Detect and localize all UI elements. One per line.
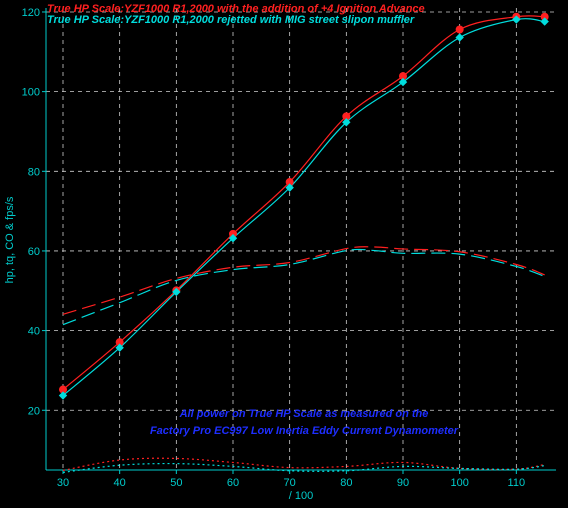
y-tick-label: 20 (28, 405, 40, 417)
data-point (115, 343, 124, 352)
data-point (115, 338, 124, 347)
series-line-CO-cyan (62, 462, 545, 473)
data-point (229, 229, 237, 238)
legend-entry-1: True HP Scale:YZF1000 R1,2000 with the a… (47, 3, 425, 15)
x-tick-label: 90 (397, 477, 409, 489)
x-tick-label: 110 (508, 477, 526, 489)
series-line-hp-cyan (62, 18, 545, 396)
y-axis-title: hp, tq, CO & fps/s (4, 196, 16, 283)
data-point (58, 391, 68, 400)
series-markers (58, 12, 549, 400)
annotation-line-1: All power on True HP Scale as measured o… (179, 408, 429, 420)
x-tick-label: 50 (170, 477, 182, 489)
annotation-line-2: Factory Pro EC997 Low Inertia Eddy Curre… (150, 425, 459, 437)
data-point (455, 33, 464, 42)
series-line-torque-red (62, 246, 545, 315)
data-point (512, 15, 521, 24)
x-tick-label: 30 (57, 477, 69, 489)
data-point (172, 287, 181, 297)
data-point (59, 385, 67, 394)
data-point (285, 183, 294, 192)
data-point (228, 234, 238, 243)
y-tick-labels: 20 40 60 80 100 120 (22, 7, 46, 417)
data-point (540, 17, 549, 26)
data-point (398, 77, 408, 87)
x-tick-label: 70 (284, 477, 296, 489)
y-tick-label: 120 (22, 7, 40, 19)
y-tick-label: 80 (28, 166, 40, 178)
x-tick-label: 100 (450, 477, 468, 489)
x-tick-label: 40 (114, 477, 126, 489)
x-tick-label: 60 (227, 477, 239, 489)
data-point (342, 118, 351, 127)
data-point (285, 178, 294, 187)
legend-entry-2: True HP Scale:YZF1000 R1,2000 rejetted w… (47, 14, 415, 26)
series-line-torque-cyan (62, 248, 545, 326)
series-line-CO-red (62, 457, 545, 471)
axes (45, 8, 556, 471)
data-point (455, 25, 464, 34)
x-tick-label: 80 (340, 477, 352, 489)
y-tick-label: 40 (28, 326, 40, 338)
series-line-hp-red (62, 15, 545, 391)
x-axis-title: / 100 (289, 490, 313, 502)
series-lines (62, 15, 545, 473)
y-tick-label: 60 (28, 246, 40, 258)
data-point (342, 112, 351, 121)
y-tick-label: 100 (22, 87, 40, 99)
data-point (540, 12, 549, 21)
x-tick-labels: 30 40 50 60 70 80 90 100 110 (57, 470, 525, 489)
data-point (399, 72, 407, 81)
